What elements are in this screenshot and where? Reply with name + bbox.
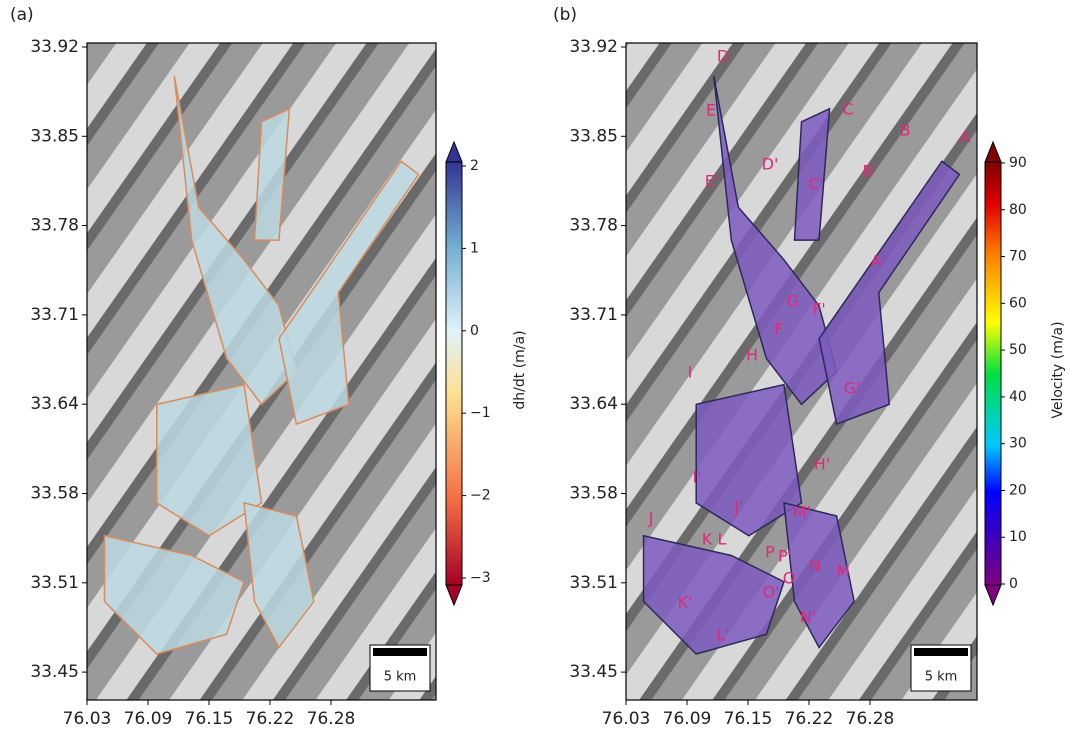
colorbar-label: Velocity (m/a) xyxy=(1050,321,1066,418)
glacier-label: J xyxy=(648,509,654,528)
glacier-label: L xyxy=(718,530,727,549)
glacier-label: K' xyxy=(678,593,693,612)
colorbar-tick-label: 30 xyxy=(1009,436,1027,452)
colorbar-tick-label: 90 xyxy=(1009,155,1027,171)
glacier-label: N xyxy=(809,557,821,576)
glacier-label: M xyxy=(836,562,850,581)
glacier-label: G' xyxy=(844,379,861,398)
glacier-label: L' xyxy=(716,626,729,645)
colorbar-tick-label: 10 xyxy=(1009,529,1027,545)
x-tick-label: 76.22 xyxy=(785,709,834,729)
x-tick-label: 76.03 xyxy=(63,709,112,729)
glacier-label: F' xyxy=(812,300,826,319)
y-tick-label: 33.71 xyxy=(569,305,618,325)
x-tick-label: 76.03 xyxy=(602,709,651,729)
colorbar-tick-label: 60 xyxy=(1009,295,1027,311)
y-tick-label: 33.85 xyxy=(569,126,618,146)
glacier-label: E xyxy=(706,101,716,120)
colorbar-tick-label: 2 xyxy=(470,158,479,174)
colorbar-tick-label: 0 xyxy=(1009,576,1018,592)
scale-bar-label: 5 km xyxy=(925,670,958,685)
glacier-label: N' xyxy=(800,608,816,627)
x-tick-label: 76.28 xyxy=(846,709,895,729)
colorbar-tip xyxy=(985,142,1001,162)
colorbar-label: dh/dt (m/a) xyxy=(512,330,528,409)
colorbar-tick-label: 20 xyxy=(1009,482,1027,498)
y-tick-label: 33.51 xyxy=(30,573,79,593)
y-tick-label: 33.58 xyxy=(30,484,79,504)
colorbar-tick-label: −3 xyxy=(470,570,491,586)
scale-bar xyxy=(373,648,427,656)
colorbar-tip xyxy=(985,585,1001,605)
glacier-label: P xyxy=(765,543,775,562)
y-tick-label: 33.85 xyxy=(30,126,79,146)
y-tick-label: 33.92 xyxy=(569,37,618,57)
glacier-label: H' xyxy=(814,455,830,474)
x-tick-label: 76.15 xyxy=(724,709,773,729)
colorbar-tick-label: 0 xyxy=(470,323,479,339)
glacier-label: A xyxy=(960,128,971,147)
y-tick-label: 33.78 xyxy=(569,216,618,236)
y-tick-label: 33.71 xyxy=(30,305,79,325)
x-tick-label: 76.09 xyxy=(124,709,173,729)
glacier-label: M' xyxy=(793,503,811,522)
glacier-label: P' xyxy=(778,547,792,566)
glacier-label: G xyxy=(787,292,799,311)
glacier-label: O' xyxy=(763,583,780,602)
glacier-label: D' xyxy=(762,155,779,174)
colorbar xyxy=(985,162,1001,585)
x-tick-label: 76.28 xyxy=(307,709,356,729)
y-tick-label: 33.64 xyxy=(569,394,618,414)
glacier-label: B' xyxy=(862,162,877,181)
glacier-label: B xyxy=(900,121,911,140)
glacier-label: A' xyxy=(870,252,885,271)
y-tick-label: 33.45 xyxy=(569,662,618,682)
x-tick-label: 76.15 xyxy=(185,709,234,729)
colorbar-tick-label: 70 xyxy=(1009,249,1027,265)
panel-label: (a) xyxy=(10,5,34,25)
y-tick-label: 33.45 xyxy=(30,662,79,682)
colorbar-tick-label: 80 xyxy=(1009,202,1027,218)
colorbar-tick-label: 1 xyxy=(470,240,479,256)
glacier-label: C xyxy=(842,100,853,119)
colorbar-tick-label: −2 xyxy=(470,488,491,504)
y-tick-label: 33.92 xyxy=(30,37,79,57)
glacier-label: C' xyxy=(808,175,824,194)
colorbar xyxy=(446,162,462,585)
colorbar-tip xyxy=(446,585,462,605)
glacier-label: D xyxy=(717,47,729,66)
glacier-label: I' xyxy=(692,468,701,487)
glacier-label: H xyxy=(746,346,758,365)
x-tick-label: 76.09 xyxy=(663,709,712,729)
figure: (a) 33.92 33.85 33.78 33.71 33.64 33.58 33.51 33… xyxy=(0,0,1070,743)
glacier-label: E' xyxy=(705,172,720,191)
y-tick-label: 33.58 xyxy=(569,484,618,504)
scale-bar-label: 5 km xyxy=(384,670,417,685)
glacier-label: I xyxy=(688,363,693,382)
y-tick-label: 33.51 xyxy=(569,573,618,593)
colorbar-tick-label: 50 xyxy=(1009,342,1027,358)
glacier-label: J' xyxy=(733,498,743,517)
panel-label: (b) xyxy=(553,5,577,25)
glacier-label: K xyxy=(702,530,713,549)
y-tick-label: 33.64 xyxy=(30,394,79,414)
colorbar-tick-label: 40 xyxy=(1009,389,1027,405)
colorbar-tip xyxy=(446,142,462,162)
scale-bar xyxy=(914,648,968,656)
y-tick-label: 33.78 xyxy=(30,216,79,236)
glacier-label: F xyxy=(774,320,783,339)
glacier-label: O xyxy=(783,569,796,588)
x-tick-label: 76.22 xyxy=(246,709,295,729)
colorbar-tick-label: −1 xyxy=(470,405,491,421)
